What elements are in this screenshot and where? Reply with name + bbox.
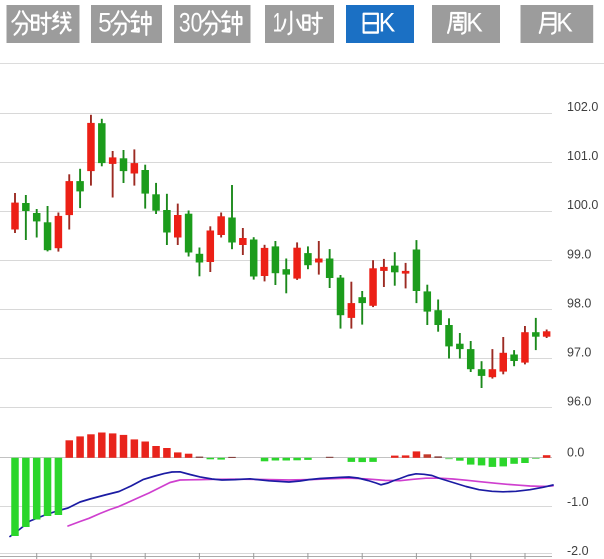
svg-text:30: 30 [179, 7, 203, 37]
svg-text:K: K [556, 7, 573, 37]
svg-text:99.0: 99.0 [567, 247, 591, 261]
svg-text:97.0: 97.0 [567, 346, 591, 360]
svg-text:0.0: 0.0 [567, 446, 584, 460]
svg-text:K: K [379, 7, 396, 37]
svg-text:-2.0: -2.0 [567, 544, 589, 558]
svg-text:102.0: 102.0 [567, 100, 598, 114]
svg-text:5: 5 [98, 7, 112, 37]
svg-text:101.0: 101.0 [567, 149, 598, 163]
svg-text:100.0: 100.0 [567, 198, 598, 212]
svg-text:1: 1 [273, 7, 283, 37]
svg-text:-1.0: -1.0 [567, 495, 589, 509]
svg-text:96.0: 96.0 [567, 395, 591, 409]
svg-text:98.0: 98.0 [567, 296, 591, 310]
svg-text:K: K [466, 7, 483, 37]
